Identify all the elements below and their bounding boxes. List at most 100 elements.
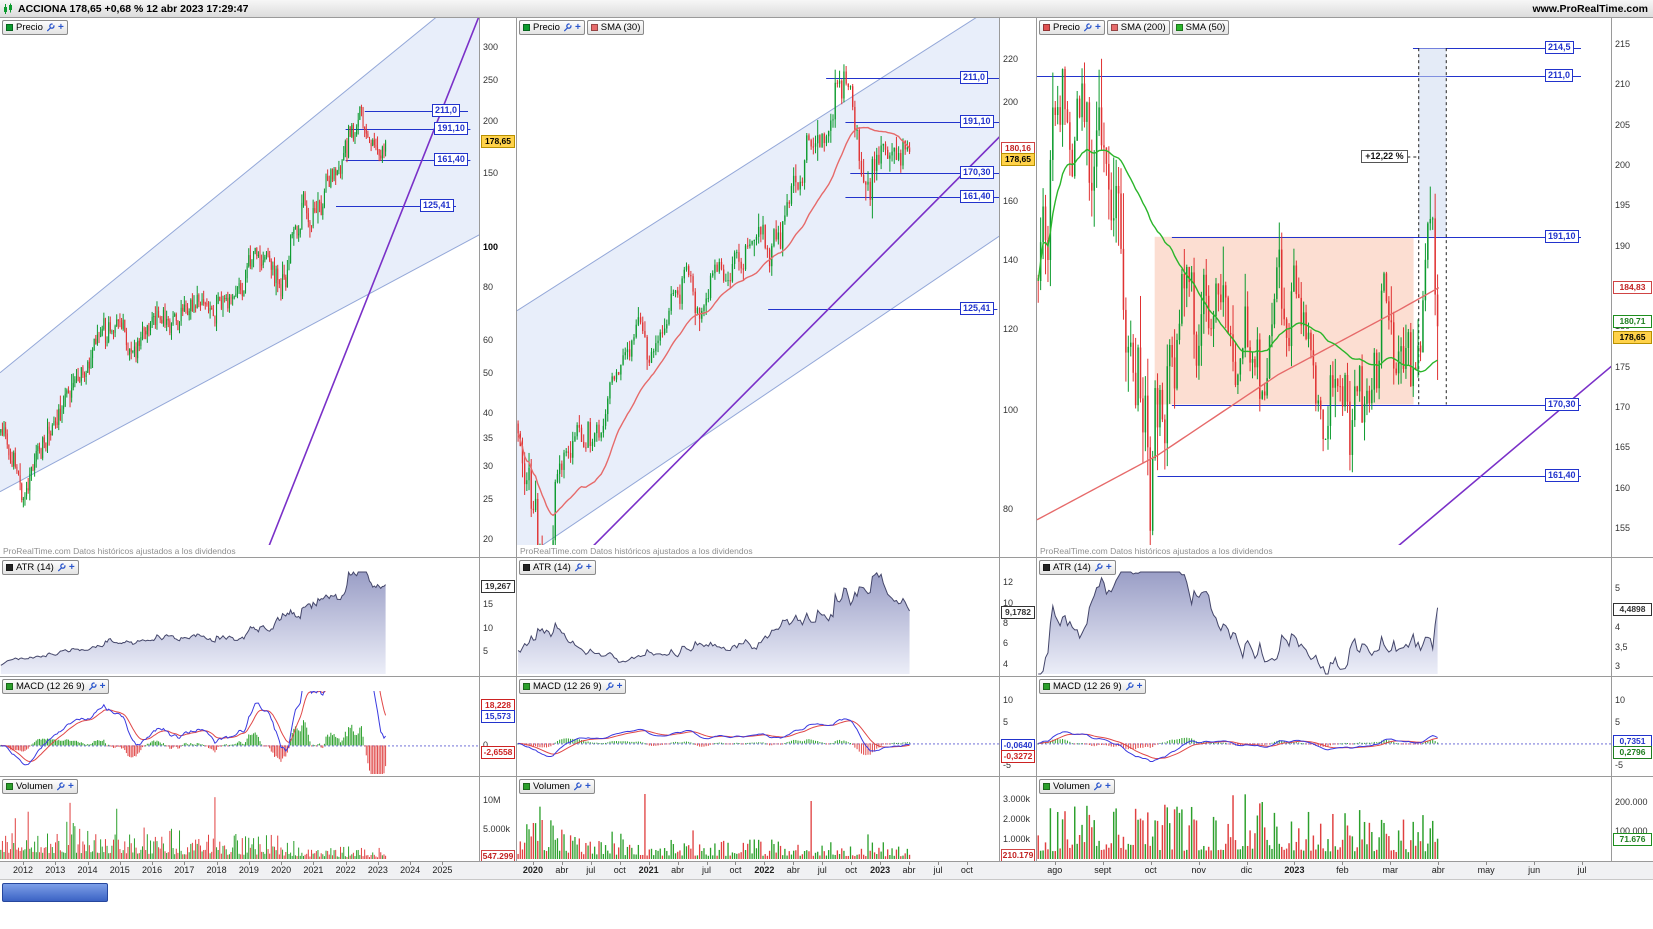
- axis-tick-label: 40: [483, 408, 494, 419]
- price-scale[interactable]: 15 10 5 19,267: [479, 558, 516, 676]
- wrench-icon[interactable]: [57, 563, 66, 572]
- series-color-icon: [1043, 683, 1050, 690]
- add-indicator-icon[interactable]: +: [1104, 781, 1111, 792]
- price-chart-canvas[interactable]: [0, 18, 480, 557]
- add-indicator-icon[interactable]: +: [68, 562, 75, 573]
- legend-chip-precio[interactable]: Precio +: [2, 20, 68, 35]
- add-indicator-icon[interactable]: +: [67, 781, 74, 792]
- legend-chip-atr-14[interactable]: ATR (14) +: [519, 560, 596, 575]
- price-level-label[interactable]: 191,10: [1544, 229, 1579, 243]
- price-level-label[interactable]: 170,30: [1544, 397, 1579, 411]
- wrench-icon[interactable]: [563, 23, 572, 32]
- volume-panel-largo-plazo: Volumen + 10M 5.000k 547.299: [0, 777, 516, 862]
- add-indicator-icon[interactable]: +: [574, 22, 581, 33]
- candlestick-icon: [3, 3, 14, 15]
- atr-legend: ATR (14) +: [1039, 560, 1116, 575]
- atr-chart-canvas[interactable]: [0, 558, 480, 676]
- price-scale[interactable]: 300 250 200 150 100 80 60 50 40 35 30 25 20 178,65: [479, 18, 516, 557]
- series-color-icon: [6, 564, 13, 571]
- wrench-icon[interactable]: [1125, 682, 1134, 691]
- wrench-icon[interactable]: [605, 682, 614, 691]
- axis-tick-label: 120: [1003, 323, 1019, 334]
- price-level-label[interactable]: 125,41: [960, 302, 994, 316]
- time-tick-mark: [55, 862, 57, 865]
- price-scale[interactable]: 10M 5.000k 547.299: [479, 777, 516, 861]
- price-level-label[interactable]: 214,5: [1544, 41, 1574, 55]
- time-tick-mark: [1198, 862, 1200, 865]
- add-indicator-icon[interactable]: +: [1094, 22, 1101, 33]
- price-level-label[interactable]: 211,0: [960, 70, 989, 84]
- wrench-icon[interactable]: [1094, 563, 1103, 572]
- time-tick-mark: [248, 862, 250, 865]
- price-scale[interactable]: 12 10 8 6 4 9,1782: [999, 558, 1036, 676]
- time-tick-mark: [1390, 862, 1392, 865]
- wrench-icon[interactable]: [88, 682, 97, 691]
- time-scale[interactable]: 2020 abr jul oct 2021 abr jul oct 2022 abr jul oct 2…: [517, 862, 1037, 880]
- atr-chart-canvas[interactable]: [1037, 558, 1611, 676]
- price-scale[interactable]: 3.000k 2.000k 1.000k 210.179: [999, 777, 1036, 861]
- price-level-label[interactable]: 211,0: [1544, 69, 1574, 83]
- price-level-label[interactable]: 191,10: [434, 121, 468, 135]
- volume-chart-canvas[interactable]: [0, 777, 480, 861]
- add-indicator-icon[interactable]: +: [1105, 562, 1112, 573]
- price-chart-canvas[interactable]: [1037, 18, 1611, 557]
- axis-tick-label: 0: [483, 740, 489, 751]
- legend-chip-atr-14[interactable]: ATR (14) +: [1039, 560, 1116, 575]
- price-scale[interactable]: 1050-5-0,0640-0,3272: [999, 677, 1036, 776]
- price-scale[interactable]: 0 18,228 15,573 -2,6558: [479, 677, 516, 776]
- wrench-icon[interactable]: [46, 23, 55, 32]
- time-tick-label: jul: [702, 865, 712, 875]
- time-tick-mark: [966, 862, 968, 865]
- time-scale[interactable]: ago sept oct nov dic 2023 feb mar abr may jun jul: [1037, 862, 1653, 880]
- legend-chip-sma-200[interactable]: SMA (200): [1106, 20, 1170, 35]
- price-scale[interactable]: 200.000 100.000 71.676: [1611, 777, 1653, 861]
- price-level-label[interactable]: 211,0: [432, 103, 461, 117]
- volume-chart-canvas[interactable]: [1037, 777, 1611, 861]
- add-indicator-icon[interactable]: +: [57, 22, 64, 33]
- price-chart-canvas[interactable]: [517, 18, 1000, 557]
- time-scale[interactable]: 2012 2013 2014 2015 2016 2017 2018 2019 2020 2021…: [0, 862, 517, 880]
- legend-chip-volumen[interactable]: Volumen +: [519, 779, 595, 794]
- price-level-label[interactable]: 161,40: [434, 152, 468, 166]
- legend-chip-volumen[interactable]: Volumen +: [2, 779, 78, 794]
- legend-chip-macd-12-26-9[interactable]: MACD (12 26 9) +: [1039, 679, 1147, 694]
- add-indicator-icon[interactable]: +: [585, 562, 592, 573]
- wrench-icon[interactable]: [1083, 23, 1092, 32]
- axis-tick-label: 150: [483, 168, 499, 178]
- legend-chip-sma-50[interactable]: SMA (50): [1171, 20, 1230, 35]
- legend-chip-volumen[interactable]: Volumen +: [1039, 779, 1115, 794]
- legend-chip-precio[interactable]: Precio +: [519, 20, 585, 35]
- axis-tick-label: 10: [1615, 694, 1626, 705]
- legend-chip-sma-30[interactable]: SMA (30): [586, 20, 645, 35]
- add-indicator-icon[interactable]: +: [1136, 681, 1143, 692]
- price-level-label[interactable]: 161,40: [960, 190, 994, 204]
- price-level-label[interactable]: 170,30: [960, 166, 994, 180]
- legend-chip-precio[interactable]: Precio +: [1039, 20, 1105, 35]
- series-color-icon: [1110, 24, 1118, 31]
- price-level-label[interactable]: 161,40: [1544, 469, 1579, 483]
- projection-percent-label[interactable]: +12,22 %: [1361, 150, 1408, 163]
- legend-chip-macd-12-26-9[interactable]: MACD (12 26 9) +: [2, 679, 110, 694]
- axis-tick-label: -5: [1615, 760, 1624, 771]
- bottom-blue-button[interactable]: [2, 883, 108, 902]
- price-marker-sma-green: 180,71: [1613, 314, 1652, 328]
- atr-chart-canvas[interactable]: [517, 558, 1000, 676]
- price-scale[interactable]: 54,543,534,4898: [1611, 558, 1653, 676]
- price-scale[interactable]: 2152102052001951901851801751701651601551…: [1611, 18, 1653, 557]
- wrench-icon[interactable]: [574, 563, 583, 572]
- prorealtime-site-link[interactable]: www.ProRealTime.com: [1532, 2, 1648, 15]
- price-level-label[interactable]: 125,41: [420, 198, 454, 212]
- legend-chip-macd-12-26-9[interactable]: MACD (12 26 9) +: [519, 679, 627, 694]
- volume-chart-canvas[interactable]: [517, 777, 1000, 861]
- legend-chip-atr-14[interactable]: ATR (14) +: [2, 560, 79, 575]
- price-level-label[interactable]: 191,10: [960, 114, 994, 128]
- add-indicator-icon[interactable]: +: [99, 681, 106, 692]
- wrench-icon[interactable]: [56, 782, 65, 791]
- add-indicator-icon[interactable]: +: [584, 781, 591, 792]
- wrench-icon[interactable]: [573, 782, 582, 791]
- time-tick-mark: [23, 862, 25, 865]
- wrench-icon[interactable]: [1093, 782, 1102, 791]
- add-indicator-icon[interactable]: +: [616, 681, 623, 692]
